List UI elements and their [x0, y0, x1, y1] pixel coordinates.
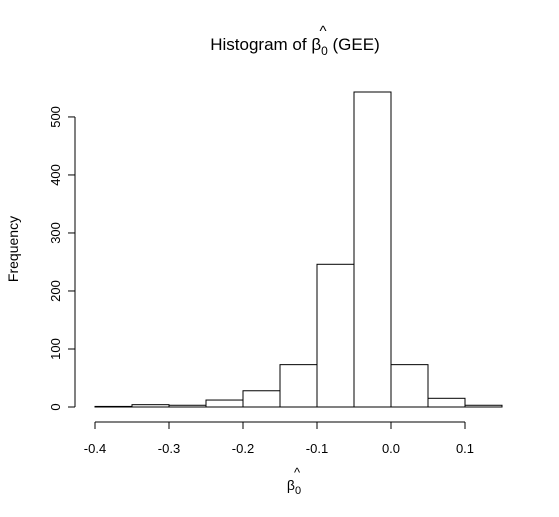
histogram-bar — [390, 364, 429, 408]
chart-title: Histogram of β0 (GEE) — [210, 35, 380, 58]
y-axis-label: Frequency — [5, 216, 21, 282]
y-tick-label: 200 — [48, 280, 63, 302]
histogram-bar — [316, 263, 355, 408]
histogram-bar — [131, 404, 170, 408]
x-axis-label: β0 — [287, 477, 301, 497]
y-tick-label: 400 — [48, 164, 63, 186]
y-tick-label: 100 — [48, 338, 63, 360]
x-axis: -0.4 -0.3 -0.2 -0.1 0.0 0.1 — [84, 421, 474, 456]
x-tick-label: -0.4 — [84, 441, 106, 456]
y-tick-label: 300 — [48, 222, 63, 244]
y-tick-label: 0 — [48, 403, 63, 410]
x-axis-label-symbol: β — [287, 477, 295, 493]
chart-title-symbol: β — [311, 35, 321, 54]
histogram-bar — [279, 364, 318, 408]
histogram-bar — [205, 399, 244, 408]
chart-title-prefix: Histogram of — [210, 35, 311, 54]
x-axis-label-subscript: 0 — [295, 485, 301, 497]
y-axis: 0 100 200 300 400 500 — [48, 106, 76, 411]
histogram-bar — [94, 405, 133, 408]
x-tick-label: -0.1 — [306, 441, 328, 456]
x-tick-label: -0.3 — [158, 441, 180, 456]
histogram-bar — [464, 404, 503, 408]
histogram-bar — [242, 390, 281, 408]
histogram-bars — [94, 91, 503, 408]
histogram-bar — [427, 397, 466, 408]
chart-title-subscript: 0 — [321, 44, 328, 58]
histogram-bar — [168, 404, 207, 408]
y-tick-label: 500 — [48, 106, 63, 128]
x-axis-label-hat: ^ — [294, 465, 301, 480]
histogram-bar — [353, 91, 392, 408]
x-tick-label: 0.1 — [456, 441, 474, 456]
chart-title-suffix: (GEE) — [328, 35, 380, 54]
x-tick-label: -0.2 — [232, 441, 254, 456]
chart-title-hat: ^ — [319, 23, 326, 40]
x-tick-label: 0.0 — [382, 441, 400, 456]
